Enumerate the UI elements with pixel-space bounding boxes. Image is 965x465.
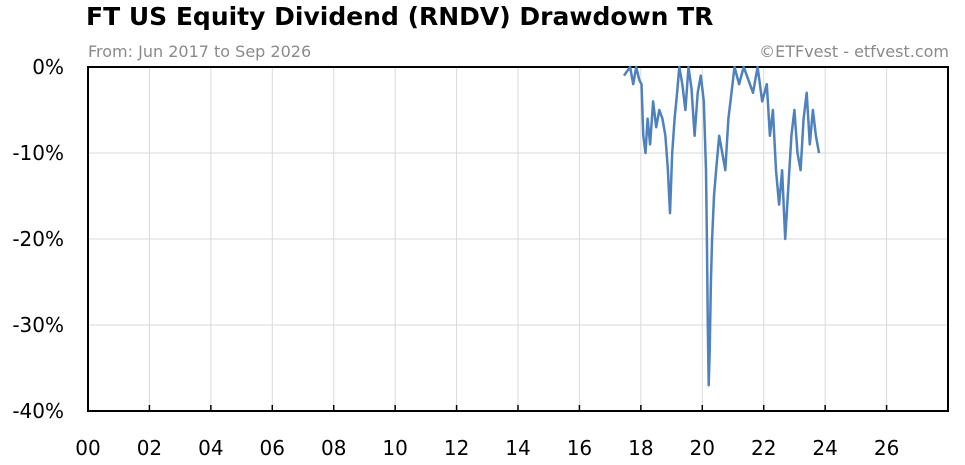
x-tick-label: 24 <box>812 436 837 460</box>
x-tick-label: 04 <box>198 436 223 460</box>
x-tick-label: 26 <box>874 436 899 460</box>
x-tick-label: 08 <box>321 436 346 460</box>
x-tick-label: 20 <box>690 436 715 460</box>
y-tick-label: -10% <box>12 141 64 165</box>
y-tick-label: -30% <box>12 313 64 337</box>
x-tick-label: 16 <box>567 436 592 460</box>
chart-subtitle: From: Jun 2017 to Sep 2026 <box>88 42 312 61</box>
x-axis: 00 02 04 06 08 10 12 14 16 18 20 22 24 26 <box>75 405 899 460</box>
series-line <box>622 65 821 387</box>
x-tick-label: 18 <box>628 436 653 460</box>
x-tick-label: 00 <box>75 436 100 460</box>
chart-credit: ©ETFvest - etfvest.com <box>759 42 949 61</box>
y-tick-label: 0% <box>32 55 64 79</box>
y-tick-label: -40% <box>12 399 64 423</box>
x-tick-label: 22 <box>751 436 776 460</box>
x-tick-label: 02 <box>137 436 162 460</box>
y-tick-label: -20% <box>12 227 64 251</box>
grid <box>87 66 948 412</box>
x-tick-label: 06 <box>260 436 285 460</box>
chart-title: FT US Equity Dividend (RNDV) Drawdown TR <box>86 2 714 31</box>
y-axis: 0% -10% -20% -30% -40% <box>12 55 64 423</box>
x-tick-label: 14 <box>505 436 530 460</box>
x-tick-label: 12 <box>444 436 469 460</box>
x-tick-label: 10 <box>382 436 407 460</box>
